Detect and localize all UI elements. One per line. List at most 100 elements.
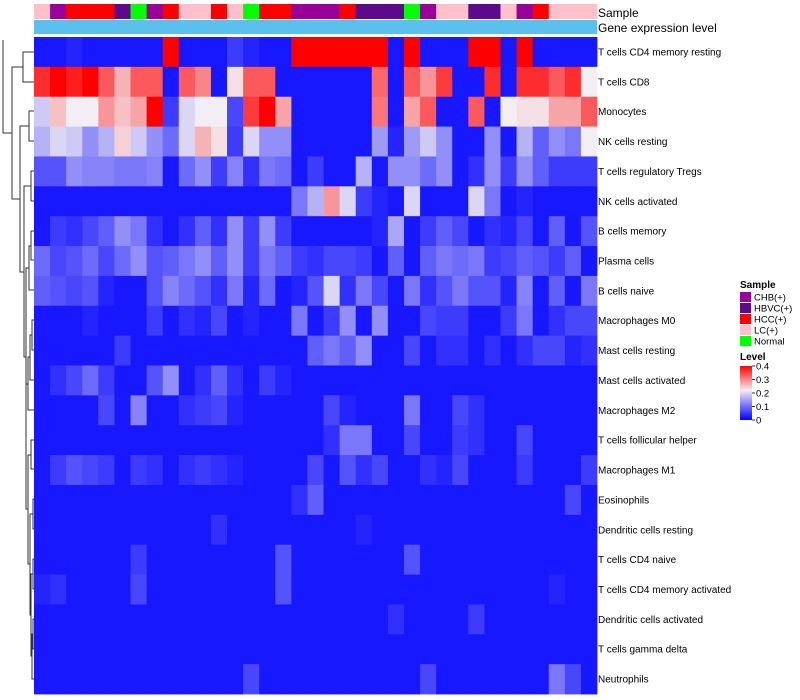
heatmap-cell xyxy=(66,126,83,157)
heatmap-cell xyxy=(516,395,534,426)
heatmap-cell xyxy=(307,395,324,426)
heatmap-cell xyxy=(403,246,421,277)
heatmap-cell xyxy=(387,156,405,187)
heatmap-cell xyxy=(307,246,324,277)
heatmap-cell xyxy=(452,275,469,307)
heatmap-cell xyxy=(371,66,389,98)
heatmap-cell xyxy=(420,275,437,307)
heatmap-cell xyxy=(339,156,357,187)
heatmap-cell xyxy=(82,395,99,426)
heatmap-cell xyxy=(50,246,67,277)
heatmap-cell xyxy=(548,66,566,98)
heatmap-cell xyxy=(50,216,67,247)
heatmap-cell xyxy=(500,37,517,68)
heatmap-cell xyxy=(259,246,276,277)
heatmap-cell xyxy=(66,275,83,307)
heatmap-cell xyxy=(484,96,501,127)
heatmap-cell xyxy=(371,544,389,575)
heatmap-cell xyxy=(403,186,421,217)
heatmap-cell xyxy=(114,335,131,366)
legend-level-tick-label: 0.2 xyxy=(756,389,769,400)
heatmap-cell xyxy=(484,156,501,187)
heatmap-cell xyxy=(178,484,196,516)
heatmap-cell xyxy=(532,275,550,307)
heatmap-cell xyxy=(66,305,83,337)
heatmap-cell xyxy=(114,96,131,127)
heatmap-cell xyxy=(194,455,212,486)
heatmap-cell xyxy=(227,156,244,187)
heatmap-cell xyxy=(227,126,244,157)
heatmap-cell xyxy=(66,96,83,127)
sample-annotation-cell xyxy=(355,4,373,19)
heatmap-cell xyxy=(387,544,405,575)
heatmap-cell xyxy=(548,544,566,575)
heatmap-cell xyxy=(452,216,469,247)
heatmap-cell xyxy=(436,37,453,68)
row-label: B cells memory xyxy=(598,227,666,238)
heatmap-cell xyxy=(484,37,501,68)
heatmap-cell xyxy=(371,574,389,605)
heatmap-cell xyxy=(420,455,437,486)
heatmap-cell xyxy=(307,66,324,98)
heatmap-cell xyxy=(580,604,598,635)
heatmap-cell xyxy=(468,425,485,456)
heatmap-cell xyxy=(146,246,164,277)
heatmap-cell xyxy=(34,395,51,426)
heatmap-cell xyxy=(403,66,421,98)
heatmap-cell xyxy=(243,544,260,575)
legend-sample-label: Normal xyxy=(754,337,785,348)
heatmap-cell xyxy=(452,604,469,635)
heatmap-cell xyxy=(291,514,308,546)
heatmap-cell xyxy=(387,37,405,68)
heatmap-cell xyxy=(130,634,147,665)
heatmap-cell xyxy=(323,664,341,695)
heatmap-cell xyxy=(468,574,485,605)
heatmap-cell xyxy=(114,484,131,516)
heatmap-cell xyxy=(162,246,180,277)
heatmap-cell xyxy=(162,96,180,127)
heatmap-cell xyxy=(371,604,389,635)
heatmap-cell xyxy=(500,66,517,98)
heatmap-cell xyxy=(468,455,485,486)
heatmap-cell xyxy=(146,126,164,157)
heatmap-cell xyxy=(259,126,276,157)
heatmap-cell xyxy=(339,216,357,247)
heatmap-cell xyxy=(259,664,276,695)
heatmap-cell xyxy=(114,305,131,337)
heatmap-cell xyxy=(291,216,308,247)
heatmap-cell xyxy=(275,604,292,635)
heatmap-cell xyxy=(66,66,83,98)
heatmap-cell xyxy=(307,275,324,307)
heatmap-cell xyxy=(130,574,147,605)
heatmap-cell xyxy=(307,514,324,546)
heatmap-cell xyxy=(580,395,598,426)
heatmap-cell xyxy=(564,634,582,665)
heatmap-cell xyxy=(468,156,485,187)
heatmap-cell xyxy=(436,604,453,635)
heatmap-cell xyxy=(339,335,357,366)
heatmap-cell xyxy=(323,484,341,516)
heatmap-cell xyxy=(291,544,308,575)
heatmap-cell xyxy=(194,246,212,277)
heatmap-cell xyxy=(436,246,453,277)
heatmap-cell xyxy=(162,37,180,68)
sample-annotation-cell xyxy=(210,4,228,19)
heatmap-cell xyxy=(162,186,180,217)
legend-sample-swatch xyxy=(740,314,751,324)
heatmap-cell xyxy=(275,455,292,486)
heatmap-cell xyxy=(355,664,373,695)
heatmap-cell xyxy=(339,37,357,68)
row-label: T cells CD4 naive xyxy=(598,555,677,566)
sample-annotation-cell xyxy=(307,4,324,19)
heatmap-cell xyxy=(178,275,196,307)
heatmap-cell xyxy=(516,335,534,366)
heatmap-cell xyxy=(34,455,51,486)
heatmap-cell xyxy=(227,66,244,98)
heatmap-cell xyxy=(580,37,598,68)
heatmap-cell xyxy=(452,186,469,217)
heatmap-cell xyxy=(371,126,389,157)
heatmap-cell xyxy=(452,664,469,695)
heatmap-cell xyxy=(548,335,566,366)
heatmap-cell xyxy=(548,96,566,127)
sample-annotation-cell xyxy=(323,4,341,19)
